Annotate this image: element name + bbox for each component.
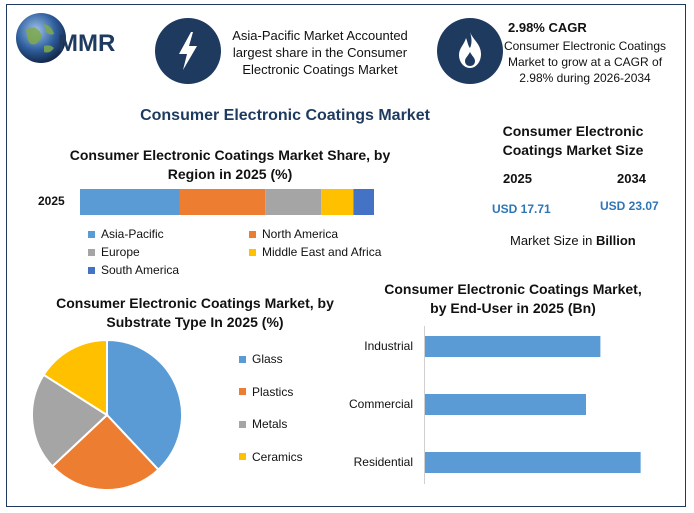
substrate-legend-item-ceramics: Ceramics (239, 450, 303, 464)
end-user-bar-residential (425, 452, 641, 473)
substrate-chart-title: Consumer Electronic Coatings Market, by … (56, 295, 334, 330)
infographic-frame (6, 4, 686, 507)
pie-slice-plastics (50, 413, 160, 491)
end-user-label-residential: Residential (353, 455, 413, 469)
substrate-legend-item-plastics: Plastics (239, 385, 293, 399)
asia-pacific-note: Asia-Pacific Market Accounted largest sh… (232, 28, 408, 77)
region-chart-category: 2025 (38, 194, 65, 208)
flame-icon (459, 32, 481, 68)
region-stacked-bar (80, 189, 374, 215)
legend-label: Ceramics (252, 449, 303, 464)
end-user-bar-industrial (425, 336, 601, 357)
region-chart-title: Consumer Electronic Coatings Market Shar… (69, 147, 391, 182)
mmr-logo: MMR (16, 13, 115, 63)
region-segment-north-america (179, 189, 266, 215)
pie-slice-metals (31, 373, 109, 468)
legend-swatch (239, 420, 246, 428)
cagr-text: Consumer Electronic Coatings Market to g… (503, 39, 667, 85)
main-title: Consumer Electronic Coatings Market (140, 107, 430, 124)
market-size-year-1: 2025 (503, 171, 532, 186)
market-size-value-2: USD 23.07 (600, 199, 659, 213)
cagr-title: 2.98% CAGR (508, 20, 587, 35)
legend-swatch (249, 230, 256, 238)
substrate-legend-item-metals: Metals (239, 417, 287, 431)
region-legend-item-north-america: North America (249, 227, 338, 241)
legend-label: Metals (252, 417, 288, 431)
end-user-chart-title: Consumer Electronic Coatings Market, by … (384, 281, 642, 316)
legend-label: Glass (252, 352, 283, 366)
pie-slice-glass (106, 338, 183, 472)
market-size-unit-bold: Billion (595, 233, 636, 248)
legend-label: Middle East and Africa (262, 245, 382, 259)
substrate-pie-chart (31, 338, 183, 491)
legend-swatch (88, 266, 95, 274)
pie-slice-ceramics (42, 338, 108, 417)
region-legend-item-south-america: South America (88, 263, 179, 277)
logo-text: MMR (58, 30, 115, 57)
lightning-icon (179, 32, 197, 70)
legend-label: Plastics (252, 384, 294, 399)
end-user-label-commercial: Commercial (348, 397, 413, 411)
legend-label: North America (262, 227, 339, 241)
end-user-bar-chart (424, 326, 641, 484)
substrate-legend-item-glass: Glass (239, 352, 283, 366)
lightning-icon-badge (155, 18, 221, 84)
market-size-title: Consumer Electronic Coatings Market Size (502, 123, 644, 158)
region-segment-asia-pacific (80, 189, 180, 215)
region-legend-item-middle-east-and-africa: Middle East and Africa (249, 245, 381, 259)
legend-swatch (239, 388, 246, 395)
market-size-unit: Market Size in Billion (510, 233, 636, 248)
legend-label: Asia-Pacific (101, 227, 164, 241)
market-size-value-1: USD 17.71 (492, 202, 551, 216)
legend-label: South America (101, 263, 180, 277)
legend-swatch (239, 453, 246, 460)
legend-swatch (88, 248, 95, 256)
flame-icon-badge (437, 18, 503, 84)
legend-swatch (88, 230, 95, 238)
region-segment-south-america (353, 189, 374, 215)
end-user-bar-commercial (425, 394, 586, 415)
region-legend-item-asia-pacific: Asia-Pacific (88, 227, 164, 241)
legend-label: Europe (101, 245, 140, 259)
legend-swatch (249, 248, 256, 256)
market-size-unit-prefix: Market Size in (510, 233, 596, 248)
region-legend-item-europe: Europe (88, 245, 140, 259)
market-size-year-2: 2034 (617, 171, 646, 186)
region-segment-europe (265, 189, 322, 215)
end-user-label-industrial: Industrial (364, 339, 413, 353)
region-segment-middle-east-and-africa (321, 189, 354, 215)
legend-swatch (239, 355, 246, 363)
